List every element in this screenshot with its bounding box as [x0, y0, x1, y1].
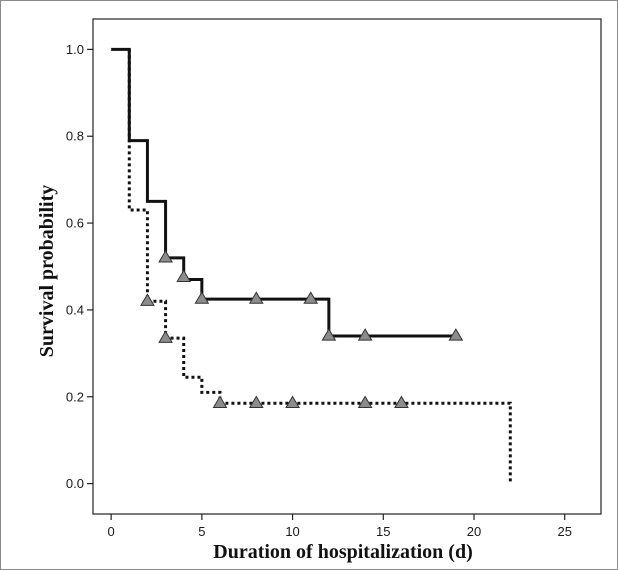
censor-marker [303, 291, 319, 304]
x-tick-label: 10 [285, 524, 299, 539]
survival-curve-dotted [127, 49, 512, 484]
x-tick-label: 20 [467, 524, 481, 539]
censor-marker [321, 328, 337, 341]
censor-marker [140, 293, 155, 306]
y-tick-label: 0.8 [66, 129, 84, 144]
y-tick-label: 0.0 [66, 476, 84, 491]
y-tick-label: 0.6 [66, 216, 84, 231]
survival-curve-solid [111, 47, 456, 338]
plot-border [92, 18, 602, 515]
censor-marker [248, 291, 264, 304]
x-tick-label: 0 [108, 524, 115, 539]
x-axis-title: Duration of hospitalization (d) [213, 541, 472, 563]
x-tick-label: 25 [557, 524, 571, 539]
censor-marker [394, 395, 409, 408]
censor-marker [212, 395, 228, 408]
y-tick-label: 1.0 [66, 42, 84, 57]
censor-marker [357, 328, 373, 341]
censor-marker [176, 269, 192, 283]
axes: 0.0 0.2 0.4 0.6 0.8 1.0 0 5 10 15 20 25 [66, 18, 602, 539]
y-tick-label: 0.2 [66, 389, 84, 404]
censor-marker [194, 291, 210, 304]
censor-marker [248, 395, 264, 408]
x-tick-label: 15 [376, 524, 390, 539]
censor-marker [158, 330, 173, 343]
x-tick-label: 5 [198, 524, 205, 539]
censor-marker [357, 395, 373, 408]
y-axis-title: Survival probability [36, 185, 58, 357]
curves [111, 47, 512, 484]
censor-marker [158, 250, 173, 263]
censor-marker [285, 395, 300, 408]
censor-marker [448, 328, 464, 341]
y-tick-label: 0.4 [66, 302, 84, 317]
censor-markers [140, 250, 464, 408]
